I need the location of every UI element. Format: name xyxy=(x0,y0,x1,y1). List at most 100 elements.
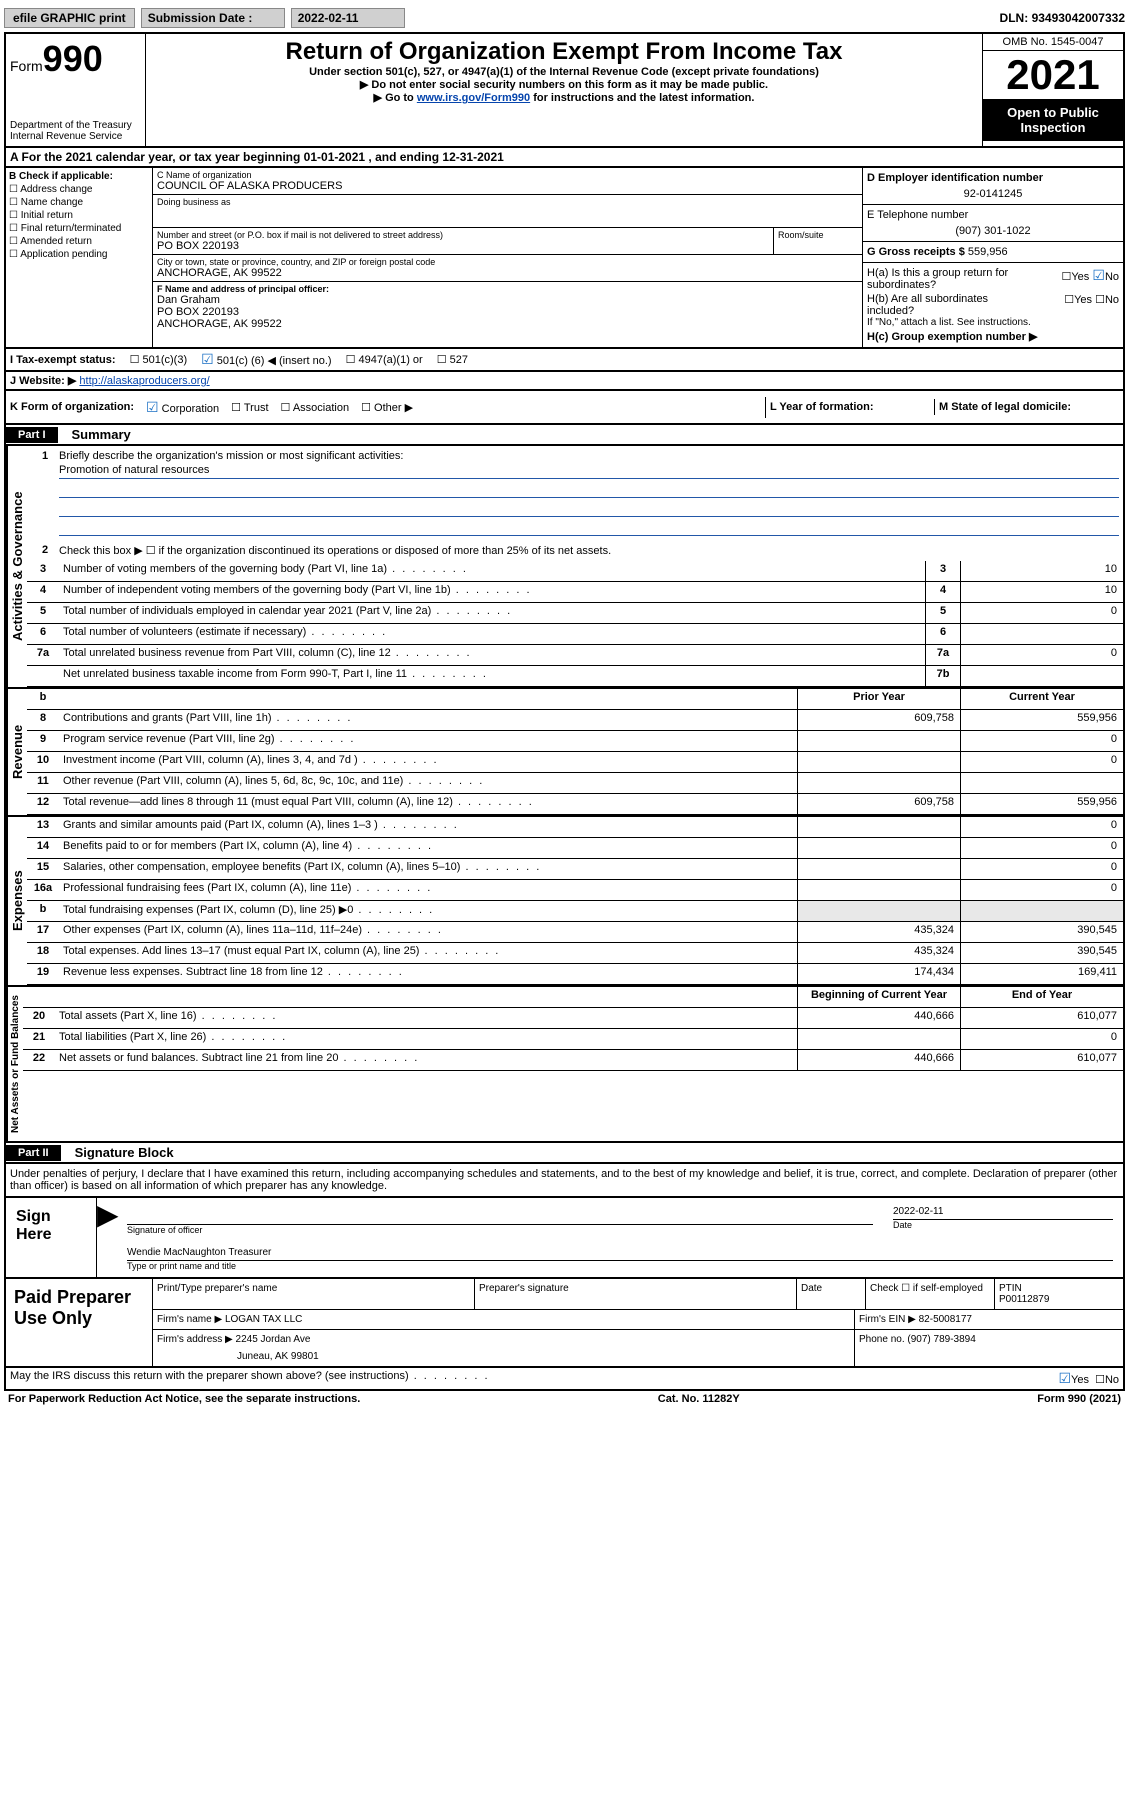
line-21: 21 Total liabilities (Part X, line 26) 0 xyxy=(23,1029,1123,1050)
part2-header-row: Part II Signature Block xyxy=(4,1143,1125,1164)
line-num: 14 xyxy=(27,838,59,858)
firm-name-label: Firm's name ▶ xyxy=(157,1314,222,1325)
line-desc: Total revenue—add lines 8 through 11 (mu… xyxy=(59,794,797,814)
sig-date-label: Date xyxy=(893,1220,1113,1230)
line-num: 5 xyxy=(27,603,59,623)
submission-date-value[interactable] xyxy=(291,8,405,28)
tab-activities: Activities & Governance xyxy=(6,446,27,687)
col-boy: Beginning of Current Year xyxy=(797,987,960,1007)
b-opt-pending[interactable]: ☐ Application pending xyxy=(9,249,149,260)
line-10: 10 Investment income (Part VIII, column … xyxy=(27,752,1123,773)
line-desc: Net unrelated business taxable income fr… xyxy=(59,666,925,686)
b-opt-address[interactable]: ☐ Address change xyxy=(9,184,149,195)
line-11: 11 Other revenue (Part VIII, column (A),… xyxy=(27,773,1123,794)
dln-label: DLN: 93493042007332 xyxy=(1000,11,1125,25)
line-prior xyxy=(797,880,960,900)
hb-yesno[interactable]: ☐Yes ☐No xyxy=(1064,293,1119,317)
ptin-label: PTIN xyxy=(999,1283,1022,1294)
line-desc: Total assets (Part X, line 16) xyxy=(55,1008,797,1028)
line-desc: Investment income (Part VIII, column (A)… xyxy=(59,752,797,772)
line-prior xyxy=(797,817,960,837)
b-opt-name[interactable]: ☐ Name change xyxy=(9,197,149,208)
j-label: J Website: ▶ xyxy=(10,375,79,387)
line-current: 169,411 xyxy=(960,964,1123,984)
paid-preparer-block: Paid Preparer Use Only Print/Type prepar… xyxy=(4,1279,1125,1368)
line-desc: Other expenses (Part IX, column (A), lin… xyxy=(59,922,797,942)
k-assoc[interactable]: ☐ Association xyxy=(281,401,350,414)
line-12: 12 Total revenue—add lines 8 through 11 … xyxy=(27,794,1123,815)
submission-date-input[interactable] xyxy=(141,8,285,28)
line-prior: 174,434 xyxy=(797,964,960,984)
line-box: 7b xyxy=(925,666,960,686)
sign-here-block: Sign Here ▶ Signature of officer 2022-02… xyxy=(4,1198,1125,1279)
officer-name: Dan Graham xyxy=(157,294,858,306)
b-opt-final[interactable]: ☐ Final return/terminated xyxy=(9,223,149,234)
discuss-yesno[interactable]: ☑Yes ☐No xyxy=(1058,1370,1119,1387)
discuss-text: May the IRS discuss this return with the… xyxy=(10,1370,1058,1387)
sig-date-value: 2022-02-11 xyxy=(893,1204,1113,1220)
line-7a: 7a Total unrelated business revenue from… xyxy=(27,645,1123,666)
pt-check[interactable]: Check ☐ if self-employed xyxy=(866,1279,995,1309)
line-desc: Salaries, other compensation, employee b… xyxy=(59,859,797,879)
form-number: Form990 xyxy=(10,38,141,80)
net-header-row: Beginning of Current Year End of Year xyxy=(23,987,1123,1008)
line-7b: Net unrelated business taxable income fr… xyxy=(27,666,1123,687)
line-current: 610,077 xyxy=(960,1050,1123,1070)
k-corp[interactable]: ☑ Corporation xyxy=(146,399,219,416)
i-527[interactable]: ☐ 527 xyxy=(437,353,468,366)
line-15: 15 Salaries, other compensation, employe… xyxy=(27,859,1123,880)
mission-blank-1 xyxy=(59,483,1119,498)
line-current: 390,545 xyxy=(960,943,1123,963)
section-netassets: Net Assets or Fund Balances Beginning of… xyxy=(4,987,1125,1143)
efile-print-button[interactable]: efile GRAPHIC print xyxy=(4,8,135,28)
line-box: 3 xyxy=(925,561,960,581)
l-label: L Year of formation: xyxy=(770,401,874,413)
sign-arrow-icon: ▶ xyxy=(97,1198,117,1277)
line-8: 8 Contributions and grants (Part VIII, l… xyxy=(27,710,1123,731)
tax-year-row: A For the 2021 calendar year, or tax yea… xyxy=(4,148,1125,168)
i-501c3[interactable]: ☐ 501(c)(3) xyxy=(130,353,188,366)
line-desc: Number of voting members of the governin… xyxy=(59,561,925,581)
line-num: 8 xyxy=(27,710,59,730)
website-link[interactable]: http://alaskaproducers.org/ xyxy=(79,375,209,387)
line-prior xyxy=(797,1029,960,1049)
line-num: 20 xyxy=(23,1008,55,1028)
sig-officer-line[interactable] xyxy=(127,1204,873,1225)
line-14: 14 Benefits paid to or for members (Part… xyxy=(27,838,1123,859)
i-4947[interactable]: ☐ 4947(a)(1) or xyxy=(346,353,423,366)
b-opt-initial[interactable]: ☐ Initial return xyxy=(9,210,149,221)
k-other[interactable]: ☐ Other ▶ xyxy=(361,401,413,414)
row-i: I Tax-exempt status: ☐ 501(c)(3) ☑ 501(c… xyxy=(4,349,1125,372)
city-label: City or town, state or province, country… xyxy=(157,257,858,267)
line-desc: Total number of volunteers (estimate if … xyxy=(59,624,925,644)
pt-date-label: Date xyxy=(797,1279,866,1309)
i-501c[interactable]: ☑ 501(c) (6) ◀ (insert no.) xyxy=(201,351,331,368)
discuss-row: May the IRS discuss this return with the… xyxy=(4,1368,1125,1391)
line-value: 0 xyxy=(960,645,1123,665)
paid-preparer-label: Paid Preparer Use Only xyxy=(6,1279,153,1366)
col-current: Current Year xyxy=(960,689,1123,709)
rev-header-row: b Prior Year Current Year xyxy=(27,689,1123,710)
line-num: 11 xyxy=(27,773,59,793)
firm-name: LOGAN TAX LLC xyxy=(225,1314,302,1325)
line-prior xyxy=(797,731,960,751)
form-subtitle-2: ▶ Do not enter social security numbers o… xyxy=(150,78,978,91)
m-label: M State of legal domicile: xyxy=(939,401,1071,413)
irs-link[interactable]: www.irs.gov/Form990 xyxy=(417,92,530,104)
ha-yesno[interactable]: ☐Yes ☑No xyxy=(1061,267,1119,291)
k-trust[interactable]: ☐ Trust xyxy=(231,401,268,414)
line-desc: Professional fundraising fees (Part IX, … xyxy=(59,880,797,900)
k-label: K Form of organization: xyxy=(10,401,134,413)
b-opt-amended[interactable]: ☐ Amended return xyxy=(9,236,149,247)
line-current: 0 xyxy=(960,838,1123,858)
part2-badge: Part II xyxy=(6,1145,61,1161)
line-current xyxy=(960,773,1123,793)
line-desc: Total liabilities (Part X, line 26) xyxy=(55,1029,797,1049)
officer-typed-name: Wendie MacNaughton Treasurer xyxy=(127,1245,1113,1261)
org-name: COUNCIL OF ALASKA PRODUCERS xyxy=(157,180,858,192)
line-prior: 609,758 xyxy=(797,710,960,730)
line-desc: Grants and similar amounts paid (Part IX… xyxy=(59,817,797,837)
line-6: 6 Total number of volunteers (estimate i… xyxy=(27,624,1123,645)
open-to-public: Open to Public Inspection xyxy=(983,99,1123,141)
section-expenses: Expenses 13 Grants and similar amounts p… xyxy=(4,817,1125,987)
